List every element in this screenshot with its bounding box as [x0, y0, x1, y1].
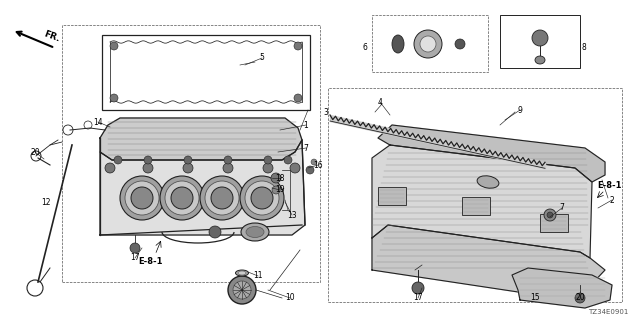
Polygon shape	[372, 225, 605, 298]
Circle shape	[264, 156, 272, 164]
Circle shape	[575, 293, 585, 303]
Circle shape	[110, 94, 118, 102]
Bar	[372, 15, 488, 72]
Circle shape	[165, 181, 199, 215]
Ellipse shape	[241, 223, 269, 241]
Text: 20: 20	[575, 293, 585, 302]
Bar	[500, 15, 580, 68]
Circle shape	[547, 212, 553, 218]
Circle shape	[306, 166, 314, 174]
Circle shape	[211, 187, 233, 209]
Circle shape	[184, 156, 192, 164]
Circle shape	[114, 156, 122, 164]
Text: 18: 18	[275, 173, 285, 182]
Text: 17: 17	[413, 293, 423, 302]
Circle shape	[131, 187, 153, 209]
Circle shape	[294, 42, 302, 50]
Circle shape	[223, 163, 233, 173]
Circle shape	[200, 176, 244, 220]
Circle shape	[544, 209, 556, 221]
Bar	[102, 35, 310, 110]
Circle shape	[271, 173, 281, 183]
Circle shape	[263, 163, 273, 173]
Circle shape	[160, 176, 204, 220]
Circle shape	[110, 42, 118, 50]
Circle shape	[284, 156, 292, 164]
Text: 12: 12	[41, 197, 51, 206]
Circle shape	[272, 186, 280, 194]
Text: 9: 9	[518, 106, 522, 115]
Bar	[378, 187, 406, 205]
Ellipse shape	[535, 56, 545, 64]
Bar	[462, 197, 490, 215]
Circle shape	[183, 163, 193, 173]
Ellipse shape	[238, 271, 246, 275]
Circle shape	[224, 156, 232, 164]
Circle shape	[105, 163, 115, 173]
Circle shape	[125, 181, 159, 215]
Circle shape	[294, 94, 302, 102]
Circle shape	[420, 36, 436, 52]
Bar	[540, 214, 568, 232]
Circle shape	[209, 226, 221, 238]
Polygon shape	[512, 268, 612, 308]
Polygon shape	[100, 140, 305, 235]
Text: 6: 6	[363, 44, 367, 52]
Circle shape	[205, 181, 239, 215]
Bar	[62, 25, 320, 282]
Text: E-8-1: E-8-1	[138, 258, 163, 267]
Text: 4: 4	[378, 98, 383, 107]
Circle shape	[120, 176, 164, 220]
Text: TZ34E0901: TZ34E0901	[588, 309, 628, 315]
Circle shape	[455, 39, 465, 49]
Circle shape	[240, 176, 284, 220]
Text: 7: 7	[559, 204, 564, 212]
Text: 2: 2	[610, 196, 614, 204]
Text: 15: 15	[530, 293, 540, 302]
Circle shape	[233, 281, 251, 299]
Text: E-8-1: E-8-1	[598, 180, 622, 189]
Text: 8: 8	[582, 44, 586, 52]
Circle shape	[144, 156, 152, 164]
Polygon shape	[372, 145, 592, 258]
Text: 3: 3	[324, 108, 328, 116]
Circle shape	[251, 187, 273, 209]
Circle shape	[532, 30, 548, 46]
Circle shape	[130, 243, 140, 253]
Circle shape	[228, 276, 256, 304]
Ellipse shape	[477, 176, 499, 188]
Ellipse shape	[236, 270, 248, 276]
Text: 13: 13	[287, 211, 297, 220]
Circle shape	[414, 30, 442, 58]
Circle shape	[290, 163, 300, 173]
Text: 16: 16	[313, 161, 323, 170]
Text: FR.: FR.	[42, 29, 61, 43]
Text: 10: 10	[285, 293, 295, 302]
Circle shape	[311, 159, 317, 165]
Text: 19: 19	[275, 186, 285, 195]
Circle shape	[171, 187, 193, 209]
Text: 14: 14	[93, 117, 103, 126]
Circle shape	[412, 282, 424, 294]
Polygon shape	[378, 125, 605, 182]
Text: 17: 17	[130, 253, 140, 262]
Ellipse shape	[392, 35, 404, 53]
Circle shape	[143, 163, 153, 173]
Text: 5: 5	[260, 53, 264, 62]
Text: 20: 20	[30, 148, 40, 156]
Text: 11: 11	[253, 271, 263, 281]
Text: 7: 7	[303, 143, 308, 153]
Bar	[328, 88, 622, 302]
Circle shape	[245, 181, 279, 215]
Polygon shape	[100, 118, 302, 160]
Ellipse shape	[246, 227, 264, 237]
Text: 1: 1	[303, 121, 308, 130]
